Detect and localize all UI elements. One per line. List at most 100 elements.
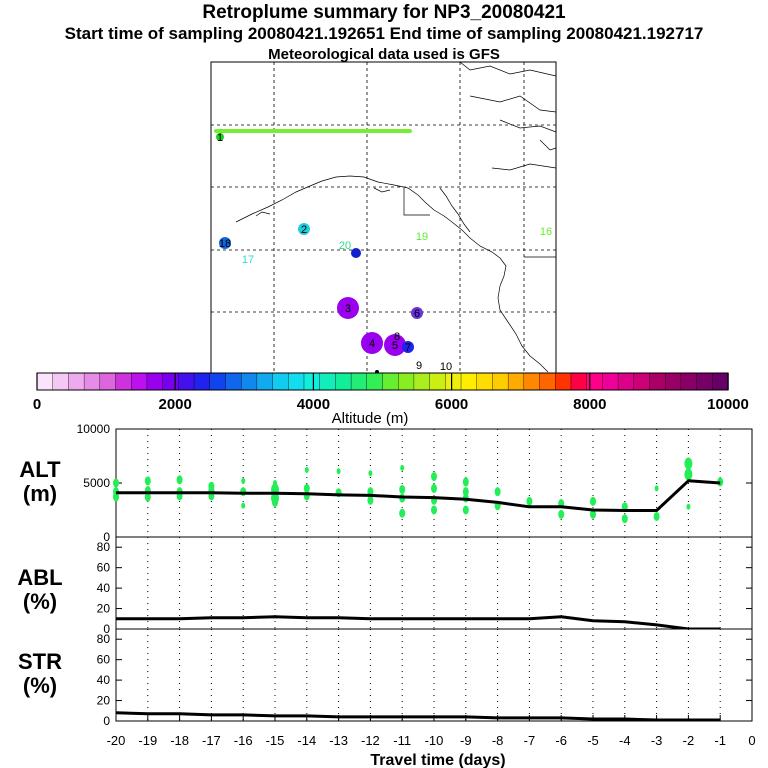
x-tick-label: -18 [170,733,189,748]
scatter-point [113,478,119,488]
colorbar-tick-label: 0 [33,396,41,413]
scatter-point [558,509,565,519]
map-marker-dot [216,133,224,141]
y-tick-label: 20 [97,694,111,708]
scatter-point [113,492,119,502]
colorbar-tick-label: 8000 [573,396,606,413]
y-tick-label: 60 [97,653,111,667]
x-tick-label: -6 [555,733,567,748]
map-marker-label: 3 [345,303,351,315]
scatter-point [431,505,437,515]
chart-title: Retroplume summary for NP3_20080421 [202,2,566,23]
str-label-line2: (%) [22,673,58,698]
x-tick-label: -16 [234,733,253,748]
scatter-point [431,472,437,482]
sampling-times: Start time of sampling 20080421.192651 E… [64,24,704,43]
y-tick-label: 0 [103,714,110,728]
abl-panel-label: ABL (%) [10,566,70,614]
alt-panel-label: ALT (m) [10,458,70,506]
scatter-point [367,495,374,505]
scatter-point [399,508,406,518]
x-tick-label: -12 [361,733,380,748]
abl-label-line2: (%) [22,589,58,614]
y-tick-label: 10000 [77,422,111,436]
abl-label-line1: ABL [17,565,63,590]
scatter-point [304,467,309,474]
colorbar-tick-label: 2000 [159,396,192,413]
scatter-point [590,496,596,506]
map-marker-dot [402,341,414,353]
x-tick-label: -2 [683,733,695,748]
scatter-point [621,514,628,524]
x-tick-label: -8 [492,733,504,748]
scatter-point [462,477,469,487]
x-tick-label: -14 [297,733,316,748]
str-label-line1: STR [18,649,62,674]
scatter-point [654,485,659,492]
panel-frame [115,628,753,722]
y-tick-label: 60 [97,561,111,575]
map-marker-label: 5 [392,340,398,352]
scatter-point [241,477,246,484]
abl-panel: 0 20 40 60 80 [97,536,753,636]
map-marker-label: 1 [217,132,223,144]
scatter-point [462,487,469,497]
x-tick-label: 0 [748,733,755,748]
x-tick-label: -13 [329,733,348,748]
x-tick-label: -19 [138,733,157,748]
scatter-point [431,483,437,493]
series-line [116,479,721,512]
scatter-point [336,468,341,475]
scatter-point [241,502,246,509]
scatter-point [144,492,151,502]
map-marker-label: 7 [405,342,411,354]
x-tick-label: -20 [107,733,126,748]
x-axis: -20 -19 -18 -17 -16 -15 -14 -13 -12 -11 -10 -9 -8 -7-… [107,715,756,748]
scatter-point [590,509,596,519]
map-marker-dot [351,248,361,258]
scatter-point [303,483,310,493]
y-tick-label: 80 [97,632,111,646]
map-marker-label: 17 [242,254,254,266]
x-tick-label: -3 [651,733,663,748]
scatter-point [462,505,469,515]
scatter-point [684,457,693,470]
y-tick-label: 40 [97,581,111,595]
y-tick-label: 5000 [83,476,110,490]
x-tick-label: -4 [619,733,631,748]
x-tick-label: -10 [425,733,444,748]
map-marker-dot [337,297,359,319]
map-marker-label: 6 [414,308,420,320]
alt-panel: 0 5000 10000 [77,422,753,544]
scatter-point [144,476,151,486]
map-marker-dot [219,237,231,249]
str-panel: 0 20 40 60 80 [97,628,753,728]
map-marker-dot [298,223,310,235]
series-line [116,615,721,631]
y-tick-label: 40 [97,673,111,687]
y-tick-label: 0 [103,530,110,544]
map-markers: 1 2 3 4 5 6 78 9 10 16 17 18 19 20 [216,132,552,374]
map-marker-label: 2 [301,224,307,236]
x-tick-label: -1 [714,733,726,748]
scatter-point [653,511,660,521]
scatter-point [684,468,693,481]
series-line [115,711,721,722]
map-marker-label: 9 [416,360,422,372]
x-tick-label: -15 [266,733,285,748]
met-data-note: Meteorological data used is GFS [268,46,500,63]
y-tick-label: 80 [97,540,111,554]
x-tick-label: -9 [460,733,472,748]
str-panel-label: STR (%) [10,650,70,698]
colorbar-tick-label: 10000 [707,396,749,413]
map-marker-label: 16 [540,226,552,238]
map-marker-label: 4 [369,338,375,350]
x-tick-label: -5 [587,733,599,748]
y-tick-label: 20 [97,602,111,616]
scatter-point [400,464,405,471]
y-tick-label: 0 [103,622,110,636]
scatter-point [368,470,373,477]
